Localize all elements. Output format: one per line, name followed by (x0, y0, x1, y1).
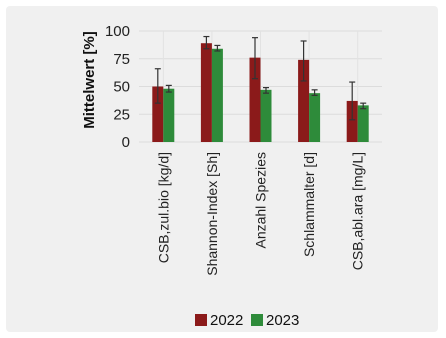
y-tick-label: 75 (113, 51, 130, 68)
bar-2023-2 (260, 89, 272, 142)
legend-label-2022: 2022 (210, 312, 243, 329)
bar-2022-2 (249, 57, 261, 142)
y-tick-label: 50 (113, 79, 130, 96)
bar-2022-1 (200, 43, 212, 142)
bar-2023-1 (211, 48, 223, 143)
axis-layer: 0 25 50 75 100 CSB,zul.bio [kg/d] Shannon-Inde… (105, 23, 366, 276)
legend: 2022 2023 (195, 312, 299, 329)
chart-card: 0 25 50 75 100 CSB,zul.bio [kg/d] Shannon-Inde… (6, 6, 438, 332)
bar-2023-3 (309, 93, 321, 142)
legend-swatch-2023 (251, 314, 263, 326)
bar-2022-4 (346, 100, 358, 142)
x-tick-label: CSB,zul.bio [kg/d] (155, 152, 171, 263)
bars-layer (152, 43, 369, 143)
x-tick-label: Shannon-Index [Sh] (204, 152, 220, 276)
y-tick-label: 25 (113, 106, 130, 123)
x-tick-label: Schlammalter [d] (301, 152, 317, 257)
bar-2022-3 (298, 59, 310, 142)
legend-swatch-2022 (195, 314, 207, 326)
x-tick-label: CSB,abl.ara [mg/L] (350, 152, 366, 270)
y-tick-label: 100 (105, 23, 130, 40)
y-tick-label: 0 (122, 134, 130, 151)
bar-2022-0 (152, 86, 164, 142)
error-bars-layer (154, 35, 367, 121)
y-axis-title: Mittelwert [%] (81, 31, 98, 129)
bar-2023-0 (163, 88, 175, 142)
x-tick-label: Anzahl Spezies (253, 152, 269, 249)
legend-label-2023: 2023 (266, 312, 299, 329)
bar-2023-4 (357, 105, 369, 142)
bar-chart: 0 25 50 75 100 CSB,zul.bio [kg/d] Shannon-Inde… (81, 23, 382, 329)
